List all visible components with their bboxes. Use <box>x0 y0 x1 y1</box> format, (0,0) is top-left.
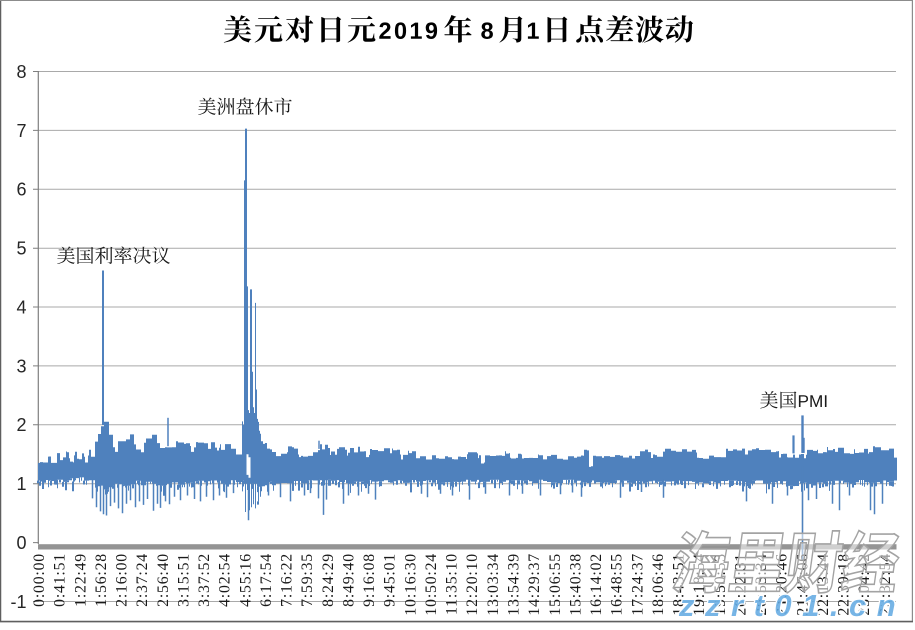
svg-text:17:24:37: 17:24:37 <box>629 553 646 616</box>
svg-text:13:03:34: 13:03:34 <box>485 553 502 616</box>
svg-text:zzrt01.cn: zzrt01.cn <box>678 588 906 623</box>
svg-text:2: 2 <box>16 415 26 435</box>
svg-text:14:29:37: 14:29:37 <box>526 553 543 616</box>
svg-text:16:14:02: 16:14:02 <box>588 553 605 616</box>
svg-text:21:20:46: 21:20:46 <box>774 553 791 616</box>
svg-text:7:16:22: 7:16:22 <box>279 553 296 607</box>
svg-text:4:02:54: 4:02:54 <box>217 553 234 607</box>
svg-text:7: 7 <box>16 121 26 141</box>
svg-text:16:48:55: 16:48:55 <box>609 553 626 616</box>
svg-text:2:16:00: 2:16:00 <box>114 553 131 607</box>
svg-text:1:22:49: 1:22:49 <box>72 553 89 607</box>
svg-text:8: 8 <box>16 62 26 82</box>
svg-text:9:45:01: 9:45:01 <box>382 553 399 607</box>
svg-text:5: 5 <box>16 239 26 259</box>
svg-text:15:06:55: 15:06:55 <box>547 553 564 616</box>
svg-text:1: 1 <box>16 474 26 494</box>
svg-text:6:17:54: 6:17:54 <box>258 553 275 607</box>
svg-text:-1: -1 <box>10 592 26 612</box>
svg-text:4:55:16: 4:55:16 <box>237 553 254 607</box>
svg-text:11:35:10: 11:35:10 <box>444 553 461 615</box>
svg-text:10:50:24: 10:50:24 <box>423 553 440 616</box>
svg-text:3:37:52: 3:37:52 <box>196 553 213 607</box>
svg-text:0:00:00: 0:00:00 <box>31 553 48 607</box>
svg-text:0: 0 <box>16 533 26 553</box>
svg-text:7:59:35: 7:59:35 <box>299 553 316 607</box>
svg-text:10:16:30: 10:16:30 <box>402 553 419 616</box>
svg-text:8:24:29: 8:24:29 <box>320 553 337 607</box>
svg-text:12:20:10: 12:20:10 <box>464 553 481 616</box>
svg-text:2:56:40: 2:56:40 <box>155 553 172 607</box>
svg-text:4: 4 <box>16 297 26 317</box>
svg-text:13:54:39: 13:54:39 <box>506 553 523 616</box>
svg-text:6: 6 <box>16 180 26 200</box>
svg-text:3:15:51: 3:15:51 <box>175 553 192 607</box>
svg-text:2:37:24: 2:37:24 <box>134 553 151 607</box>
svg-text:3: 3 <box>16 356 26 376</box>
svg-text:15:40:38: 15:40:38 <box>567 553 584 616</box>
svg-text:0:41:51: 0:41:51 <box>52 553 69 607</box>
svg-text:1:56:28: 1:56:28 <box>93 553 110 607</box>
svg-text:18:06:46: 18:06:46 <box>650 553 667 616</box>
svg-text:8:49:40: 8:49:40 <box>340 553 357 607</box>
svg-text:9:16:08: 9:16:08 <box>361 553 378 607</box>
